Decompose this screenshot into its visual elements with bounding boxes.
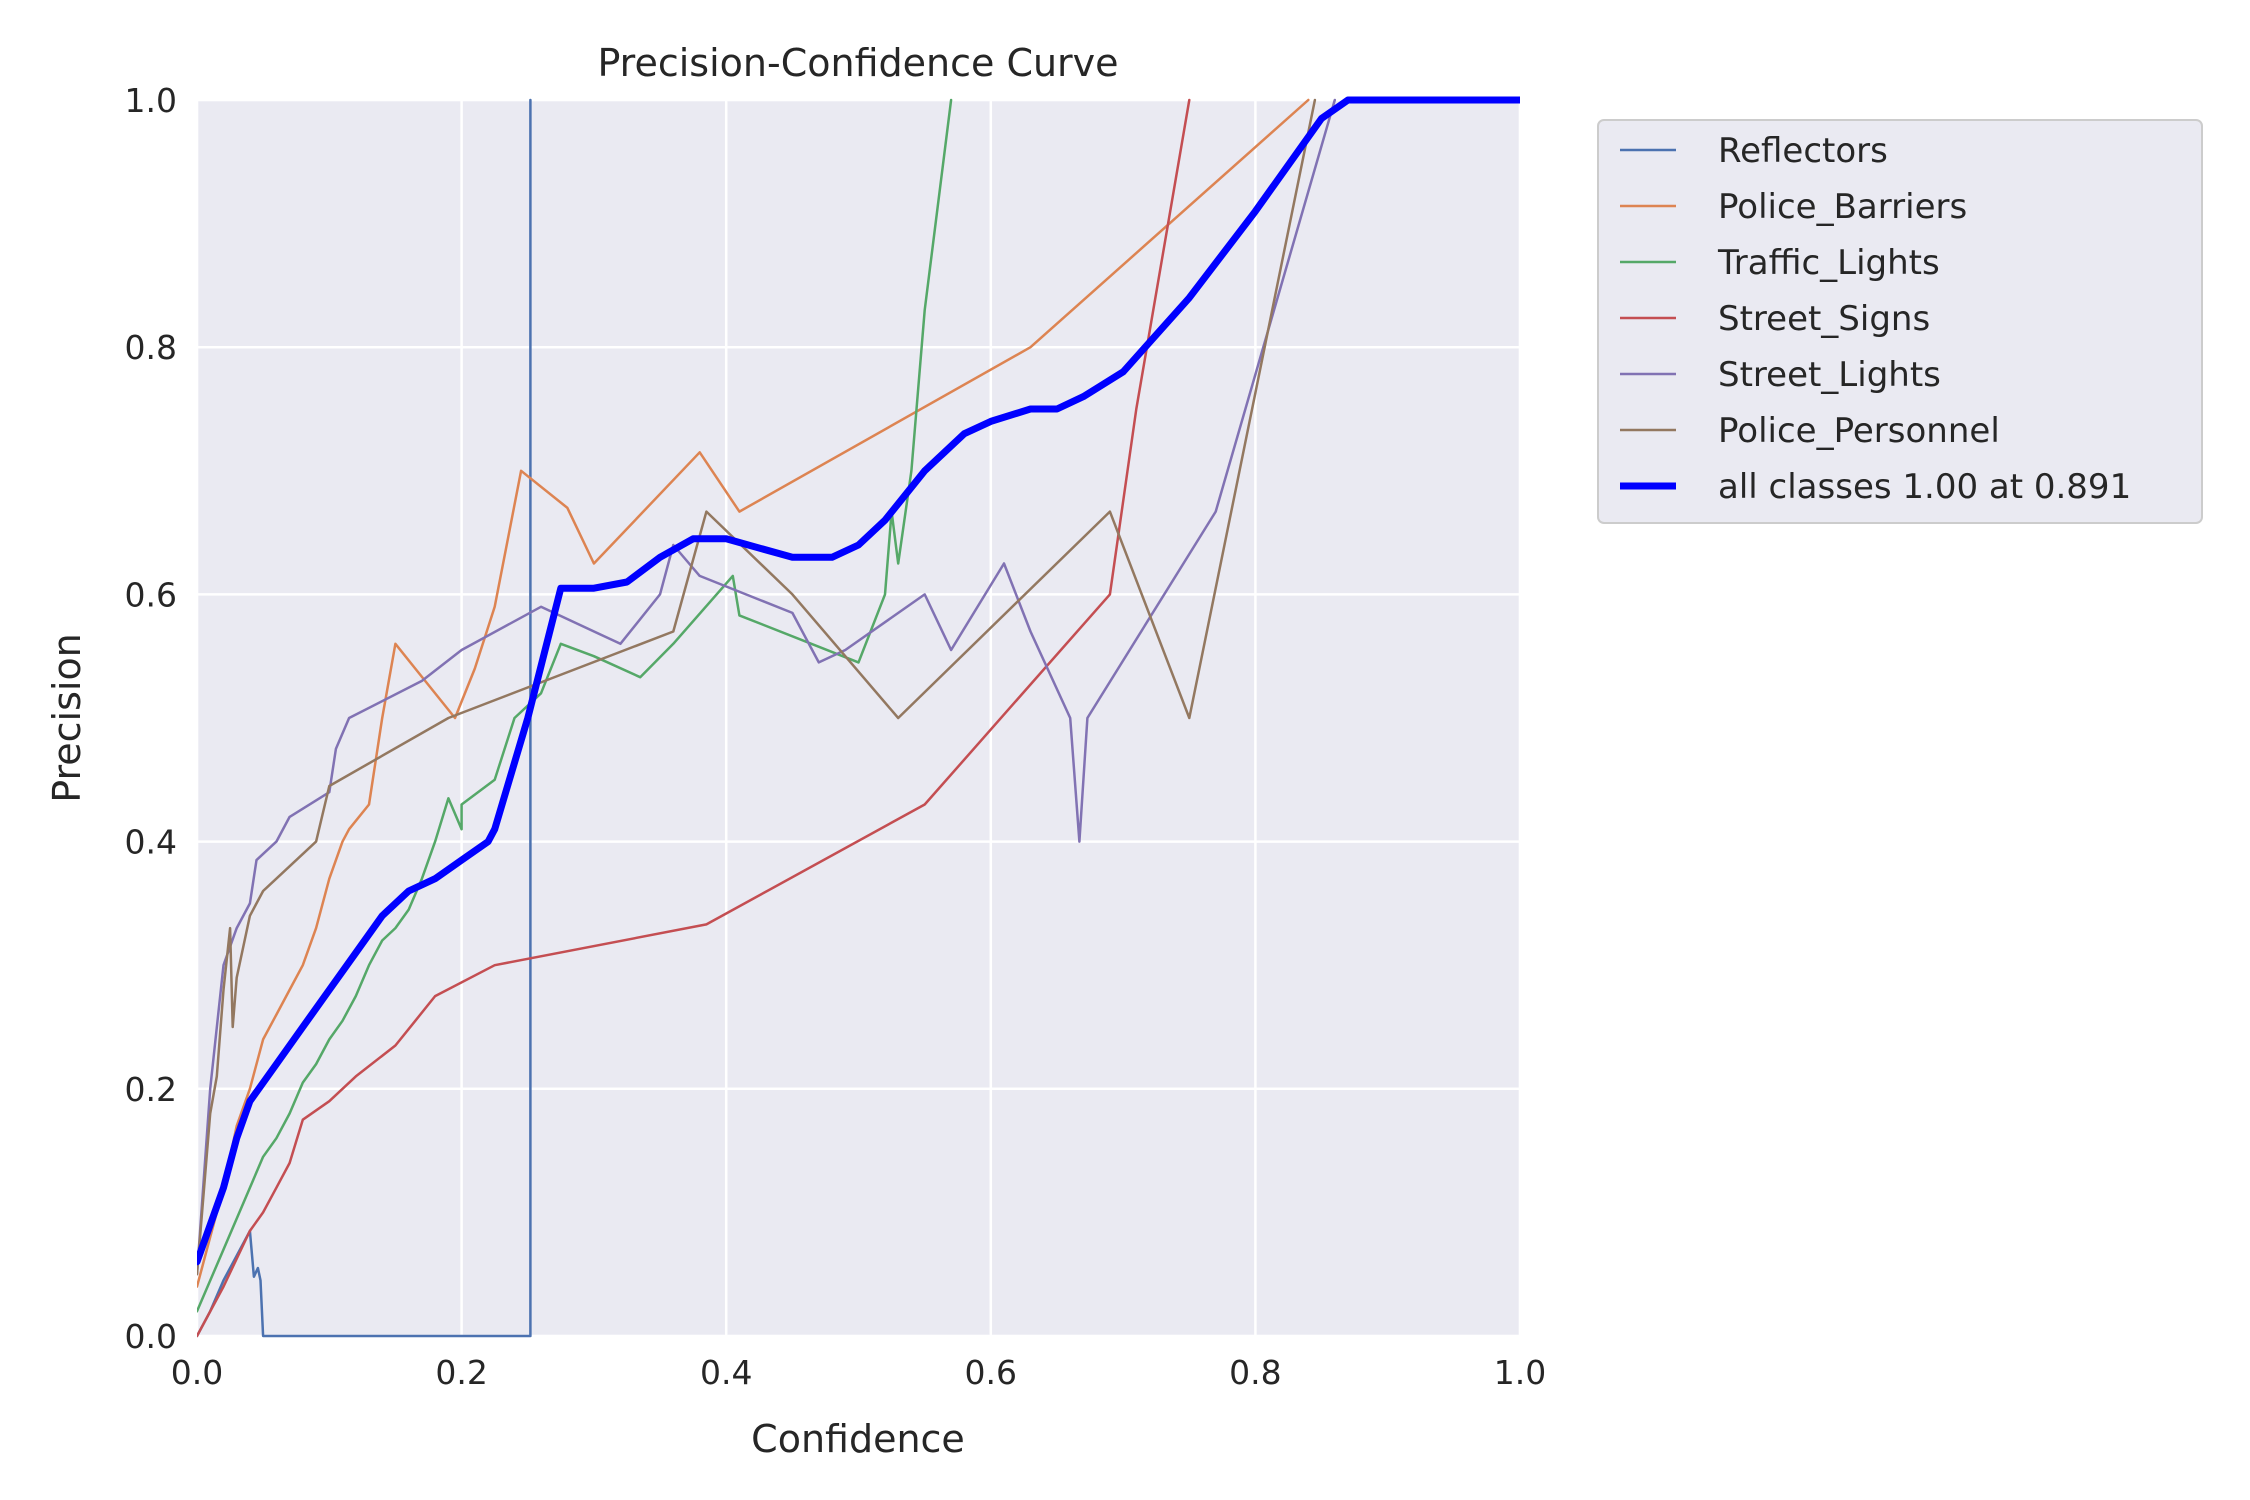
y-tick-label: 0.0 xyxy=(125,1317,177,1356)
legend-label: all classes 1.00 at 0.891 xyxy=(1718,467,2131,507)
x-tick-label: 0.6 xyxy=(965,1353,1017,1392)
legend-label: Police_Barriers xyxy=(1718,187,1967,227)
x-tick-label: 0.2 xyxy=(435,1353,487,1392)
series-line-all-classes-1-00-at-0-891 xyxy=(197,96,1520,1266)
y-tick-label: 0.2 xyxy=(125,1070,177,1109)
x-tick-label: 0.8 xyxy=(1229,1353,1281,1392)
legend-label: Reflectors xyxy=(1718,131,1888,171)
series-line-street-signs xyxy=(197,98,1191,1338)
series-line-street-lights xyxy=(197,98,1337,1276)
y-tick-labels: 0.0 0.2 0.4 0.6 0.8 1.0 xyxy=(125,81,177,1356)
y-tick-label: 0.8 xyxy=(125,328,177,367)
series-line-police-barriers xyxy=(197,98,1310,1288)
x-tick-labels: 0.0 0.2 0.4 0.6 0.8 1.0 xyxy=(171,1353,1546,1392)
legend-box xyxy=(1597,119,2203,524)
y-tick-label: 1.0 xyxy=(125,81,177,120)
plot-background xyxy=(197,100,1520,1336)
series-line-reflectors xyxy=(197,98,532,1338)
chart-title: Precision-Confidence Curve xyxy=(597,41,1118,85)
y-axis-label: Precision xyxy=(45,633,89,803)
legend: Reflectors Police_Barriers Traffic_Lights S… xyxy=(1597,119,2203,524)
legend-label: Traffic_Lights xyxy=(1717,243,1940,283)
legend-label: Street_Lights xyxy=(1718,355,1941,395)
series-lines xyxy=(197,96,1520,1338)
legend-label: Street_Signs xyxy=(1718,299,1930,339)
x-axis-label: Confidence xyxy=(751,1417,965,1461)
legend-label: Police_Personnel xyxy=(1718,411,2000,451)
x-tick-label: 0.0 xyxy=(171,1353,223,1392)
y-tick-label: 0.4 xyxy=(125,823,177,862)
x-tick-label: 0.4 xyxy=(700,1353,752,1392)
series-line-police-personnel xyxy=(197,98,1317,1276)
series-line-traffic-lights xyxy=(197,98,953,1313)
x-tick-label: 1.0 xyxy=(1494,1353,1546,1392)
y-tick-label: 0.6 xyxy=(125,575,177,614)
